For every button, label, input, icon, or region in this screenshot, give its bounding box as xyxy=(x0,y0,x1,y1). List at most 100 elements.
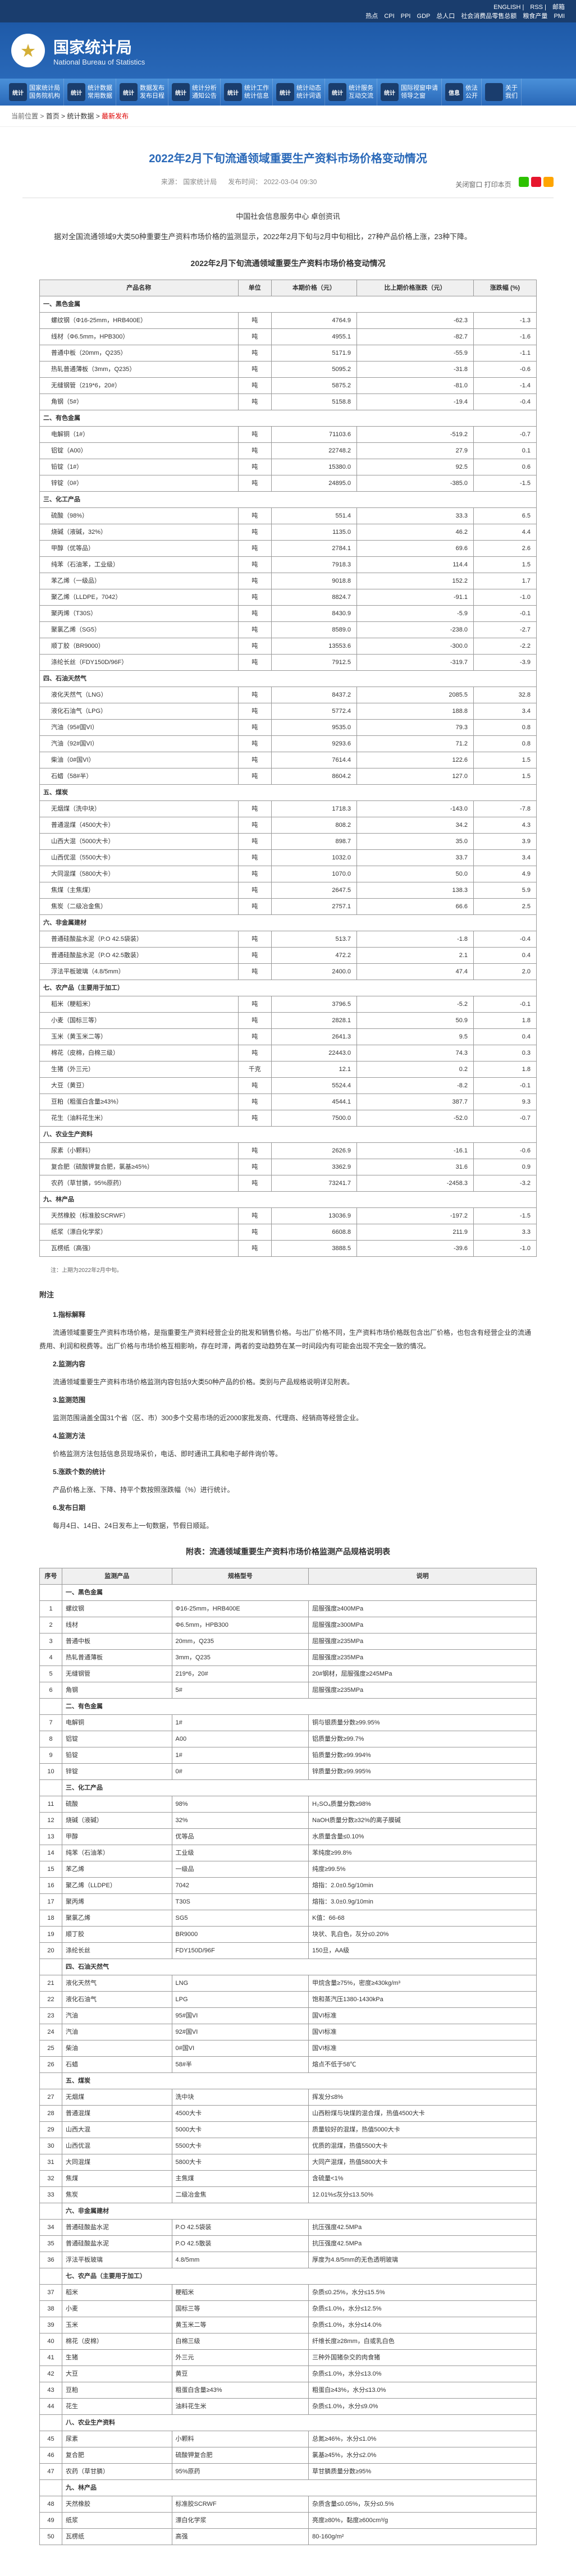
appendix-row: 33焦炭二级冶金焦12.01%≤灰分≤13.50% xyxy=(40,2187,537,2203)
col-header: 单位 xyxy=(238,280,271,296)
nav-item[interactable]: 统计统计工作统计信息 xyxy=(221,79,273,106)
nav-item[interactable]: 统计统计数据常用数据 xyxy=(64,79,116,106)
category-row: 九、林产品 xyxy=(62,2480,537,2496)
appendix-row: 24汽油92#国VI国VI标准 xyxy=(40,2024,537,2040)
category-row: 二、有色金属 xyxy=(62,1699,537,1715)
data-row: 山西大混（5000大卡）吨898.735.03.9 xyxy=(40,834,537,850)
topbar-extra[interactable]: GDP xyxy=(417,13,431,20)
appendix-row: 11硫酸98%H₂SO₄质量分数≥98% xyxy=(40,1796,537,1813)
article-source: 国家统计局 xyxy=(183,178,217,186)
appendix-row: 50瓦楞纸高强80-160g/m² xyxy=(40,2529,537,2545)
data-row: 浮法平板玻璃（4.8/5mm）吨2400.047.42.0 xyxy=(40,964,537,980)
topbar-link[interactable]: 邮箱 xyxy=(552,4,565,11)
data-row: 普通硅酸盐水泥（P.O 42.5袋装）吨513.7-1.8-0.4 xyxy=(40,931,537,948)
note-heading: 2.监测内容 xyxy=(39,1357,537,1371)
topbar-extra[interactable]: PPI xyxy=(401,13,411,20)
topbar-extra[interactable]: 总人口 xyxy=(436,13,455,20)
nav-item[interactable]: 关于我们 xyxy=(482,79,522,106)
nav-item[interactable]: 统计统计动态统计词语 xyxy=(273,79,325,106)
nav-icon: 统计 xyxy=(276,83,294,101)
lead-paragraph: 据对全国流通领域9大类50种重要生产资料市场价格的监测显示，2022年2月下旬与… xyxy=(39,230,537,244)
topbar-extra[interactable]: 社会消费品零售总额 xyxy=(461,13,516,20)
topbar-extra[interactable]: PMI xyxy=(554,13,565,20)
data-row: 焦煤（主焦煤）吨2647.5138.35.9 xyxy=(40,882,537,899)
col-header: 比上期价格涨跌（元） xyxy=(357,280,474,296)
nav-icon: 统计 xyxy=(9,83,27,101)
data-row: 普通硅酸盐水泥（P.O 42.5散装）吨472.22.10.4 xyxy=(40,948,537,964)
appendix-row: 27无烟煤洗中块挥发分≤8% xyxy=(40,2089,537,2106)
weibo-icon[interactable] xyxy=(531,177,541,187)
price-table: 产品名称单位本期价格（元）比上期价格涨跌（元）涨跌幅 (%)一、黑色金属螺纹钢（… xyxy=(39,280,537,1257)
table-title: 2022年2月下旬流通领域重要生产资料市场价格变动情况 xyxy=(39,255,537,271)
topbar-link[interactable]: ENGLISH xyxy=(493,4,520,11)
appendix-row: 23汽油95#国VI国VI标准 xyxy=(40,2008,537,2024)
appendix-row: 49纸浆漂白化学浆亮度≥80%，黏度≥600cm³/g xyxy=(40,2513,537,2529)
breadcrumb: 当前位置 > 首页 > 统计数据 > 最新发布 xyxy=(0,106,576,127)
topbar-extra[interactable]: 热点 xyxy=(365,13,378,20)
article-title: 2022年2月下旬流通领域重要生产资料市场价格变动情况 xyxy=(22,138,554,177)
note-paragraph: 流通领域重要生产资料市场价格监测内容包括9大类50种产品的价格。类别与产品规格说… xyxy=(39,1375,537,1389)
category-row: 六、非金属建材 xyxy=(62,2203,537,2220)
notes-title: 附注 xyxy=(39,1288,537,1302)
data-row: 涤纶长丝（FDY150D/96F）吨7912.5-319.7-3.9 xyxy=(40,655,537,671)
nav-item[interactable]: 统计统计分析通知公告 xyxy=(168,79,221,106)
header: ★ 国家统计局 National Bureau of Statistics xyxy=(0,22,576,79)
lead-org: 中国社会信息服务中心 卓创资讯 xyxy=(39,209,537,224)
nav-item[interactable]: 统计国际视窗申请领导之窗 xyxy=(377,79,442,106)
appendix-row: 45尿素小颗料总氮≥46%，水分≤1.0% xyxy=(40,2431,537,2447)
nav-icon: 统计 xyxy=(224,83,242,101)
appendix-row: 44花生油料花生米杂质≤1.0%，水分≤9.0% xyxy=(40,2399,537,2415)
topbar-extra[interactable]: 粮食产量 xyxy=(523,13,547,20)
appendix-row: 6角钢5#屈服强度≥235MPa xyxy=(40,1682,537,1699)
data-row: 硫酸（98%）吨551.433.36.5 xyxy=(40,508,537,524)
qzone-icon[interactable] xyxy=(543,177,554,187)
data-row: 石蜡（58#半）吨8604.2127.01.5 xyxy=(40,768,537,785)
appendix-title: 附表：流通领域重要生产资料市场价格监测产品规格说明表 xyxy=(39,1544,537,1559)
category-row: 五、煤炭 xyxy=(62,2073,537,2089)
category-row: 五、煤炭 xyxy=(40,785,537,801)
data-row: 稻米（粳稻米）吨3796.5-5.2-0.1 xyxy=(40,996,537,1013)
category-row: 八、农业生产资料 xyxy=(40,1127,537,1143)
category-row: 六、非金属建材 xyxy=(40,915,537,931)
appendix-row: 38小麦国标三等杂质≤1.0%，水分≤12.5% xyxy=(40,2301,537,2317)
appendix-row: 34普通硅酸盐水泥P.O 42.5袋装抗压强度42.5MPa xyxy=(40,2220,537,2236)
appendix-row: 29山西大混5000大卡质量较好的混煤，热值5000大卡 xyxy=(40,2122,537,2138)
category-row: 一、黑色金属 xyxy=(62,1585,537,1601)
appendix-row: 4热轧普通薄板3mm，Q235屈服强度≥235MPa xyxy=(40,1650,537,1666)
breadcrumb-path[interactable]: 首页 > 统计数据 > xyxy=(46,112,102,120)
topbar-link[interactable]: RSS xyxy=(530,4,543,11)
nav-item[interactable]: 信息依法公开 xyxy=(442,79,482,106)
data-row: 线材（Φ6.5mm，HPB300）吨4955.1-82.7-1.6 xyxy=(40,329,537,345)
appendix-row: 37稻米粳稻米杂质≤0.25%，水分≤15.5% xyxy=(40,2285,537,2301)
data-row: 玉米（黄玉米二等）吨2641.39.50.4 xyxy=(40,1029,537,1045)
appendix-row: 7电解铜1#铜与银质量分数≥99.95% xyxy=(40,1715,537,1731)
appendix-row: 21液化天然气LNG甲烷含量≥75%，密度≥430kg/m³ xyxy=(40,1975,537,1992)
category-row: 九、林产品 xyxy=(40,1192,537,1208)
data-row: 纯苯（石油苯，工业级）吨7918.3114.41.5 xyxy=(40,557,537,573)
note-heading: 6.发布日期 xyxy=(39,1501,537,1515)
wechat-icon[interactable] xyxy=(519,177,529,187)
appendix-row: 3普通中板20mm，Q235屈服强度≥235MPa xyxy=(40,1634,537,1650)
appendix-row: 46复合肥硫酸钾复合肥氯基≥45%，水分≤2.0% xyxy=(40,2447,537,2464)
nav-icon: 统计 xyxy=(120,83,138,101)
print-button[interactable]: 关闭窗口 打印本页 xyxy=(455,181,511,189)
nav-item[interactable]: 统计统计服务互动交流 xyxy=(325,79,377,106)
topbar-extra[interactable]: CPI xyxy=(384,13,394,20)
appendix-row: 41生猪外三元三种外国猪杂交的肉食猪 xyxy=(40,2350,537,2366)
nav-item[interactable]: 统计数据发布发布日程 xyxy=(116,79,168,106)
category-row: 八、农业生产资料 xyxy=(62,2415,537,2431)
nav-icon xyxy=(485,83,503,101)
appendix-row: 32焦煤主焦煤含硫量<1% xyxy=(40,2171,537,2187)
data-row: 生猪（外三元）千克12.10.21.8 xyxy=(40,1061,537,1078)
note-paragraph: 价格监测方法包括信息员现场采价，电话、即时通讯工具和电子邮件询价等。 xyxy=(39,1447,537,1461)
appendix-row: 17聚丙烯T30S熔指：3.0±0.9g/10min xyxy=(40,1894,537,1910)
category-row: 一、黑色金属 xyxy=(40,296,537,313)
col-header: 监测产品 xyxy=(62,1568,172,1585)
category-row: 七、农产品（主要用于加工） xyxy=(40,980,537,996)
note-paragraph: 流通领域重要生产资料市场价格，是指重要生产资料经营企业的批发和销售价格。与出厂价… xyxy=(39,1326,537,1353)
note-heading: 5.涨跌个数的统计 xyxy=(39,1465,537,1479)
appendix-row: 13甲醇优等品水质量含量≤0.10% xyxy=(40,1829,537,1845)
col-header: 序号 xyxy=(40,1568,62,1585)
nav-icon: 统计 xyxy=(172,83,190,101)
nav-item[interactable]: 统计国家统计局国务院机构 xyxy=(6,79,64,106)
